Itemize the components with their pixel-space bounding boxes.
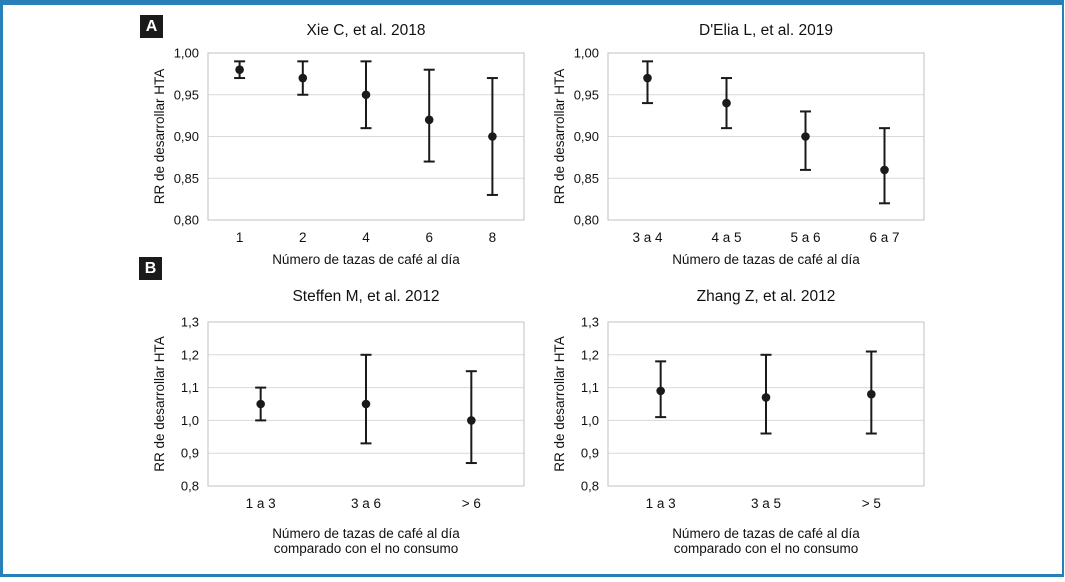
x-axis-title: Número de tazas de café al día: [272, 526, 460, 541]
data-point: [865, 350, 877, 435]
x-tick-label: 8: [489, 230, 497, 245]
y-tick-label: 1,2: [181, 347, 199, 362]
x-tick-label: 1 a 3: [246, 496, 276, 511]
y-tick-label: 1,1: [581, 380, 599, 395]
y-tick-label: 0,90: [574, 129, 599, 144]
x-axis-title: Número de tazas de café al día: [672, 252, 860, 267]
y-tick-label: 0,85: [174, 171, 199, 186]
data-point: [760, 353, 772, 435]
chart-title: Zhang Z, et al. 2012: [696, 288, 836, 305]
data-point: [465, 370, 477, 465]
data-point: [360, 60, 372, 130]
chart-plot: 1,3 1,2 1,1 1,0 0,9 0,8 RR de desarrollar HTA 1…: [152, 315, 525, 556]
x-axis-title: comparado con el no consumo: [674, 541, 859, 556]
x-tick-label: 4 a 5: [711, 230, 741, 245]
x-tick-label: 1: [236, 230, 244, 245]
x-tick-label: 4: [362, 230, 370, 245]
y-tick-label: 0,90: [174, 129, 199, 144]
y-tick-label: 0,80: [174, 213, 199, 228]
x-tick-label: 5 a 6: [790, 230, 820, 245]
y-tick-label: 1,00: [574, 46, 599, 61]
chart-plot: 1,00 0,95 0,90 0,85 0,80 RR de desarrollar HT…: [552, 46, 925, 267]
chart-steffen-2012: 1,3 1,2 1,1 1,0 0,9 0,8 RR de desarrollar HTA 1…: [138, 285, 548, 565]
y-tick-label: 0,95: [574, 87, 599, 102]
chart-plot: 1,00 0,95 0,90 0,85 0,80 RR de desarrollar HT…: [152, 46, 525, 267]
data-point: [423, 68, 435, 163]
y-tick-label: 1,0: [581, 413, 599, 428]
plot-border: [607, 52, 925, 221]
x-tick-label: 3 a 4: [632, 230, 663, 245]
x-tick-label: 6: [425, 230, 433, 245]
data-point: [642, 60, 653, 105]
chart-title: Xie C, et al. 2018: [306, 22, 426, 39]
y-tick-label: 1,0: [181, 413, 199, 428]
y-tick-label: 0,9: [581, 446, 599, 461]
chart-title: Steffen M, et al. 2012: [292, 288, 440, 305]
y-axis-title: RR de desarrollar HTA: [552, 336, 567, 472]
y-tick-label: 1,3: [181, 315, 199, 330]
data-point: [721, 77, 732, 130]
x-tick-label: 2: [299, 230, 307, 245]
x-tick-label: 1 a 3: [646, 496, 676, 511]
panel-b-badge: B: [139, 257, 162, 280]
y-tick-label: 1,2: [581, 347, 599, 362]
x-axis-title: Número de tazas de café al día: [272, 252, 460, 267]
y-tick-label: 1,00: [174, 46, 199, 61]
x-axis-title: Número de tazas de café al día: [672, 526, 860, 541]
chart-xie-2018: 1,00 0,95 0,90 0,85 0,80 RR de desarrollar HT…: [138, 10, 548, 275]
chart-plot: 1,3 1,2 1,1 1,0 0,9 0,8 RR de desarrollar HTA 1…: [552, 315, 925, 556]
data-point: [486, 77, 498, 196]
plot-border: [207, 321, 525, 487]
y-axis-title: RR de desarrollar HTA: [152, 336, 167, 472]
y-tick-label: 0,85: [574, 171, 599, 186]
x-tick-label: 3 a 5: [751, 496, 781, 511]
x-tick-label: > 5: [862, 496, 881, 511]
chart-zhang-2012: 1,3 1,2 1,1 1,0 0,9 0,8 RR de desarrollar HTA 1…: [538, 285, 948, 565]
y-tick-label: 0,95: [174, 87, 199, 102]
x-tick-label: 6 a 7: [869, 230, 899, 245]
plot-border: [207, 52, 525, 221]
plot-border: [607, 321, 925, 487]
data-point: [655, 360, 667, 419]
y-tick-label: 0,9: [181, 446, 199, 461]
data-point: [360, 353, 372, 445]
data-point: [255, 386, 267, 422]
y-tick-label: 0,8: [181, 479, 199, 494]
y-axis-title: RR de desarrollar HTA: [152, 69, 167, 205]
x-tick-label: 3 a 6: [351, 496, 381, 511]
panel-a-badge: A: [140, 15, 163, 38]
chart-delia-2019: 1,00 0,95 0,90 0,85 0,80 RR de desarrollar HT…: [538, 10, 948, 275]
chart-title: D'Elia L, et al. 2019: [699, 22, 833, 39]
data-point: [297, 60, 309, 96]
data-point: [879, 127, 890, 205]
y-axis-title: RR de desarrollar HTA: [552, 69, 567, 205]
x-axis-title: comparado con el no consumo: [274, 541, 459, 556]
y-tick-label: 1,1: [181, 380, 199, 395]
y-tick-label: 0,8: [581, 479, 599, 494]
x-tick-label: > 6: [462, 496, 481, 511]
y-tick-label: 1,3: [581, 315, 599, 330]
y-tick-label: 0,80: [574, 213, 599, 228]
data-point: [234, 60, 246, 80]
data-point: [800, 110, 811, 171]
